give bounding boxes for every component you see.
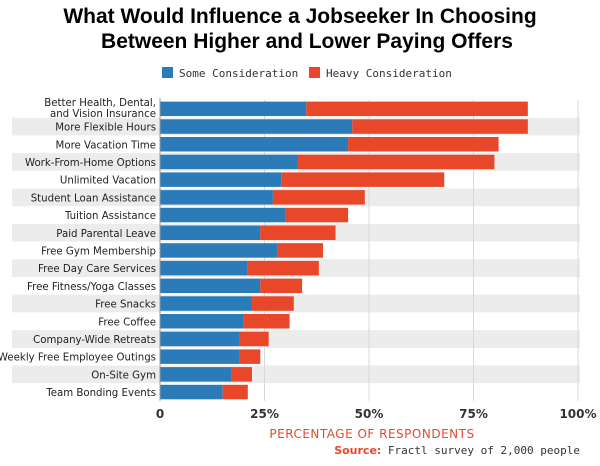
bar-heavy-consideration <box>306 101 528 117</box>
row-stripe <box>12 330 580 348</box>
bar-heavy-consideration <box>297 154 495 170</box>
bar-some-consideration <box>160 243 278 258</box>
bar-some-consideration <box>160 260 248 276</box>
category-label: Free Fitness/Yoga Classes <box>27 282 156 293</box>
bar-some-consideration <box>160 101 307 117</box>
bar-heavy-consideration <box>260 278 303 294</box>
bar-some-consideration <box>160 154 298 170</box>
bar-some-consideration <box>160 172 282 187</box>
bar-heavy-consideration <box>239 349 261 364</box>
category-label: Student Loan Assistance <box>31 193 156 204</box>
x-tick-label: 100% <box>559 407 596 421</box>
bar-some-consideration <box>160 207 286 223</box>
category-label: More Flexible Hours <box>55 123 156 134</box>
bar-heavy-consideration <box>277 243 324 258</box>
x-tick-label: 50% <box>355 407 384 421</box>
bar-heavy-consideration <box>352 119 528 134</box>
bar-some-consideration <box>160 119 353 134</box>
x-axis-title: PERCENTAGE OF RESPONDENTS <box>269 427 474 441</box>
bar-heavy-consideration <box>285 207 349 223</box>
bar-heavy-consideration <box>260 225 336 240</box>
category-label: Free Day Care Services <box>38 264 156 275</box>
category-label: Better Health, Dental, <box>44 98 156 109</box>
bar-heavy-consideration <box>281 172 445 187</box>
category-label: More Vacation Time <box>56 140 156 151</box>
category-label: Paid Parental Leave <box>56 229 156 240</box>
category-label: Free Snacks <box>95 300 156 311</box>
chart-title: What Would Influence a Jobseeker In Choo… <box>0 4 600 54</box>
bar-some-consideration <box>160 225 261 240</box>
legend-swatch-heavy <box>309 67 320 78</box>
bar-some-consideration <box>160 190 273 205</box>
category-label: Team Bonding Events <box>45 388 156 399</box>
category-label: Weekly Free Employee Outings <box>0 353 156 364</box>
x-tick-label: 75% <box>459 407 488 421</box>
source-text: Fractl survey of 2,000 people <box>387 444 580 457</box>
category-label: Free Gym Membership <box>41 246 156 257</box>
row-stripe <box>12 294 580 313</box>
bar-heavy-consideration <box>239 331 269 347</box>
category-label: Tuition Assistance <box>64 211 156 222</box>
bar-some-consideration <box>160 367 232 382</box>
bar-heavy-consideration <box>247 260 319 276</box>
bar-some-consideration <box>160 278 261 294</box>
category-label-line-2: and Vision Insurance <box>50 109 156 120</box>
source-note: Source: Fractl survey of 2,000 people <box>334 444 580 457</box>
chart-title-line-1: What Would Influence a Jobseeker In Choo… <box>63 5 537 28</box>
bar-heavy-consideration <box>272 190 365 205</box>
x-tick-label: 25% <box>250 407 279 421</box>
category-label: Work-From-Home Options <box>25 158 156 169</box>
bar-some-consideration <box>160 137 349 152</box>
legend-swatch-some <box>162 67 173 78</box>
bar-heavy-consideration <box>222 384 248 400</box>
chart-title-line-2: Between Higher and Lower Paying Offers <box>101 30 513 53</box>
bar-heavy-consideration <box>231 367 252 382</box>
row-stripe <box>12 365 580 384</box>
bar-some-consideration <box>160 314 244 329</box>
bar-heavy-consideration <box>251 296 294 311</box>
category-label: Company-Wide Retreats <box>33 335 156 346</box>
bar-some-consideration <box>160 331 240 347</box>
category-label: Unlimited Vacation <box>60 176 156 187</box>
bar-some-consideration <box>160 349 240 364</box>
legend-label-heavy: Heavy Consideration <box>326 67 452 80</box>
source-label: Source: <box>334 444 382 457</box>
bar-some-consideration <box>160 384 223 400</box>
legend-label-some: Some Consideration <box>179 67 298 80</box>
category-label: Free Coffee <box>98 317 156 328</box>
bar-some-consideration <box>160 296 252 311</box>
category-label: On-Site Gym <box>91 370 156 381</box>
bar-heavy-consideration <box>243 314 290 329</box>
bar-heavy-consideration <box>348 137 499 152</box>
x-tick-label: 0 <box>156 407 164 421</box>
